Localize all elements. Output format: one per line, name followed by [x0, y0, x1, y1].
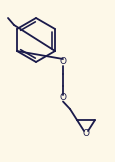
Text: O: O	[82, 128, 89, 138]
Text: O: O	[59, 58, 66, 66]
Text: O: O	[59, 93, 66, 103]
